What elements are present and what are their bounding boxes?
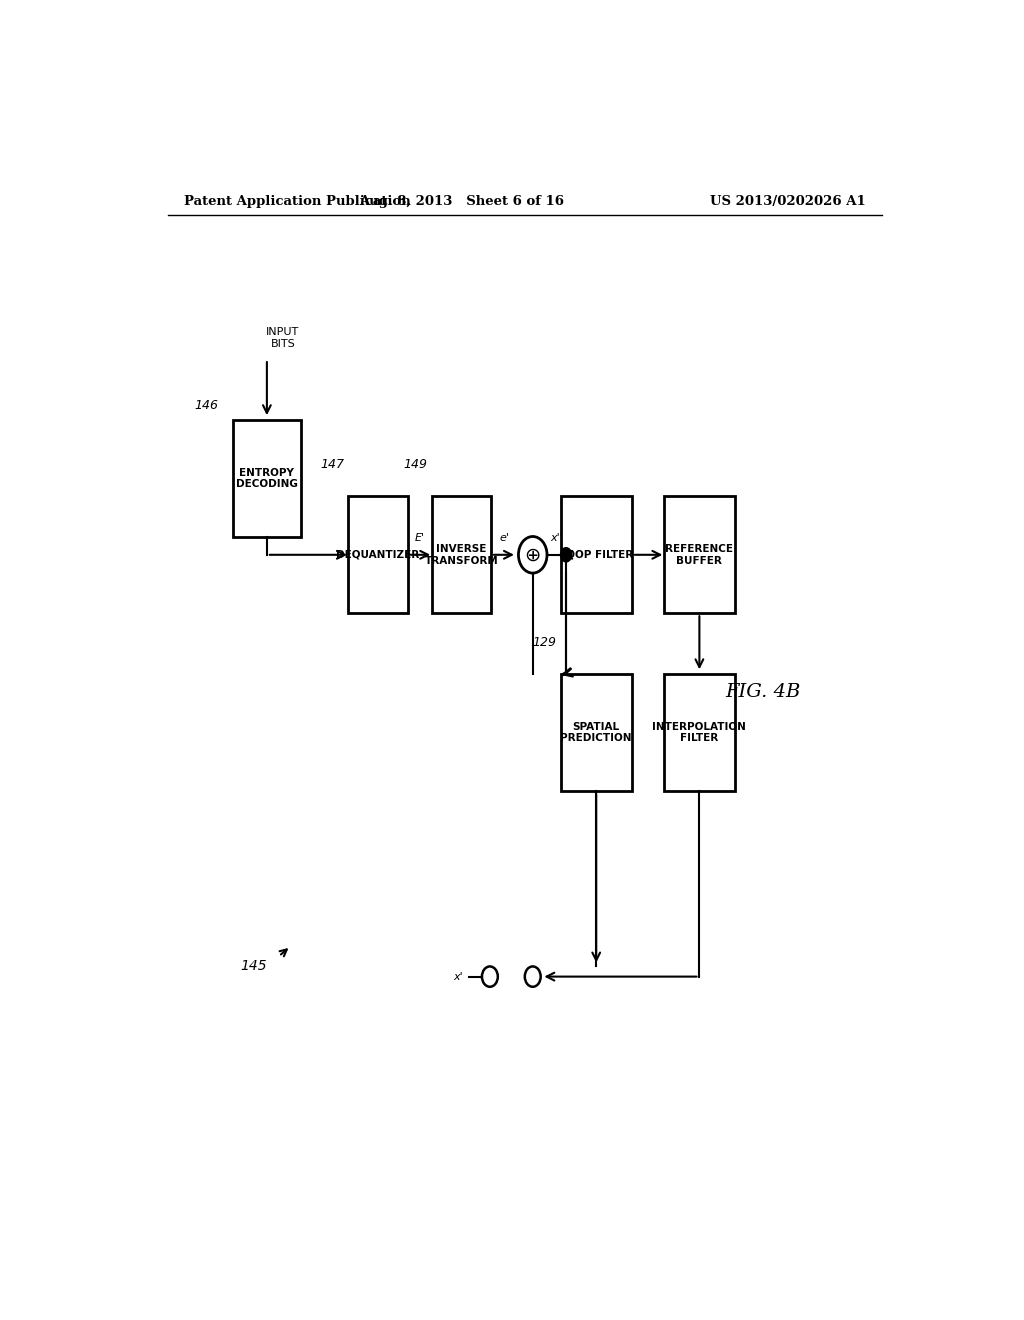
Bar (431, 496, 492, 614)
Text: Aug. 8, 2013   Sheet 6 of 16: Aug. 8, 2013 Sheet 6 of 16 (358, 194, 564, 207)
Text: 145: 145 (241, 960, 267, 973)
Bar (348, 496, 408, 614)
Circle shape (560, 548, 571, 562)
Text: REFERENCE
BUFFER: REFERENCE BUFFER (666, 544, 733, 565)
Text: ENTROPY
DECODING: ENTROPY DECODING (236, 467, 298, 490)
Text: SPATIAL
PREDICTION: SPATIAL PREDICTION (560, 722, 632, 743)
Text: E': E' (415, 532, 425, 543)
Bar (233, 420, 301, 537)
Text: 147: 147 (321, 458, 344, 471)
Text: FIG. 4B: FIG. 4B (725, 682, 801, 701)
Text: LOOP FILTER: LOOP FILTER (559, 550, 633, 560)
Bar (560, 496, 632, 614)
Bar (664, 496, 735, 614)
Text: DEQUANTIZER: DEQUANTIZER (336, 550, 420, 560)
Text: x': x' (454, 972, 463, 982)
Text: INPUT
BITS: INPUT BITS (266, 327, 299, 348)
Text: 146: 146 (195, 399, 219, 412)
Text: US 2013/0202026 A1: US 2013/0202026 A1 (711, 194, 866, 207)
Text: ⊕: ⊕ (524, 545, 541, 564)
Text: INTERPOLATION
FILTER: INTERPOLATION FILTER (652, 722, 746, 743)
Text: e': e' (500, 532, 510, 543)
Text: Patent Application Publication: Patent Application Publication (183, 194, 411, 207)
Text: INVERSE
TRANSFORM: INVERSE TRANSFORM (424, 544, 499, 565)
Bar (664, 675, 735, 791)
Text: 129: 129 (532, 636, 556, 649)
Text: x'': x'' (550, 532, 563, 543)
Text: 149: 149 (403, 458, 428, 471)
Bar (560, 675, 632, 791)
